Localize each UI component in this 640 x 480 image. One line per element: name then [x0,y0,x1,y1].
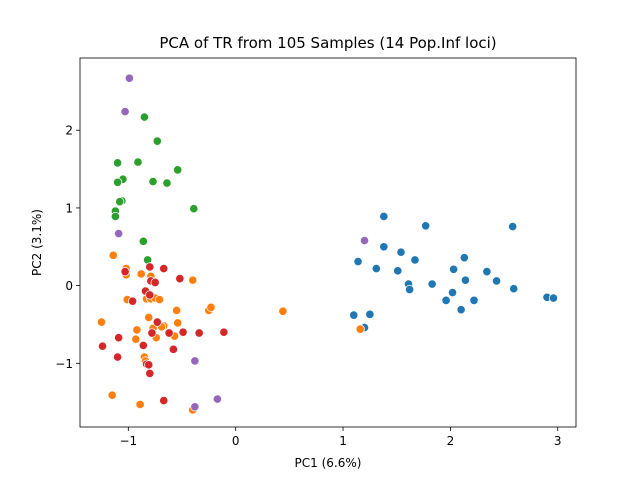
scatter-point [173,165,183,175]
axis-ticks: −1 0 1 2 3 −1 0 1 2 [55,124,561,448]
series-3 [110,112,199,265]
scatter-point [131,334,141,344]
scatter-point [114,228,124,239]
scatter-point [128,296,138,306]
scatter-point [164,328,174,338]
scatter-point [359,235,370,246]
plot-frame [79,57,577,428]
scatter-point [135,399,145,410]
scatter-point [172,305,182,316]
scatter-point [178,327,188,337]
scatter-point [405,284,415,295]
scatter-point [108,250,118,260]
x-tick-label: 2 [447,434,455,448]
scatter-point [379,242,389,252]
scatter-point [120,107,130,117]
x-tick-label: 1 [339,434,347,448]
scatter-point [145,262,155,272]
data-points [96,73,559,415]
scatter-point [150,277,160,288]
scatter-point [190,356,200,366]
scatter-point [175,274,185,284]
scatter-point [96,317,107,327]
scatter-point [482,267,492,277]
scatter-point [138,236,148,246]
scatter-point [133,157,143,167]
scatter-point [509,284,519,294]
scatter-point [144,312,154,323]
scatter-point [114,333,124,343]
y-tick-label: 2 [65,124,73,138]
scatter-point [136,269,146,279]
series-4 [97,262,229,406]
scatter-point [379,211,389,222]
scatter-point [145,290,155,300]
scatter-point [173,318,183,328]
scatter-point [219,327,229,337]
scatter-point [460,275,470,285]
scatter-point [396,247,406,257]
scatter-point [139,112,149,122]
scatter-point [162,178,172,188]
scatter-point [152,317,162,327]
scatter-point [168,344,178,354]
scatter-point [159,396,169,406]
scatter-point [212,394,222,404]
scatter-point [508,221,518,232]
scatter-point [278,306,288,316]
scatter-point [152,136,162,146]
scatter-point [421,221,431,231]
scatter-point [447,288,458,298]
scatter-point [147,328,157,338]
scatter-point [469,295,479,305]
scatter-point [427,279,437,289]
scatter-point [132,325,142,335]
scatter-point [371,263,381,274]
scatter-point [393,266,403,276]
x-tick-label: 3 [554,434,562,448]
scatter-point [190,402,200,412]
scatter-point [154,295,165,305]
y-tick-label: 1 [65,201,73,215]
scatter-point [491,276,502,286]
y-tick-label: 0 [65,279,73,293]
scatter-point [124,73,134,83]
x-tick-label: −1 [119,434,137,448]
y-axis-label: PC2 (3.1%) [30,209,44,276]
scatter-point [353,256,363,267]
scatter-point [138,340,148,351]
scatter-point [349,310,359,320]
scatter-point [97,341,108,351]
scatter-point [449,264,459,274]
scatter-point [188,275,198,285]
scatter-point [441,295,451,305]
scatter-point [206,302,216,312]
scatter-point [110,211,121,222]
scatter-point [355,324,365,334]
scatter-point [145,368,155,378]
chart-title: PCA of TR from 105 Samples (14 Pop.Inf l… [159,34,496,52]
x-tick-label: 0 [232,434,240,448]
scatter-point [113,158,123,168]
scatter-point [189,204,199,214]
scatter-point [148,176,158,187]
scatter-point [113,177,123,187]
scatter-point [120,267,130,277]
scatter-point [456,305,466,315]
scatter-point [459,253,469,263]
scatter-point [410,255,420,265]
scatter-point [113,352,123,362]
x-axis-label: PC1 (6.6%) [295,456,362,470]
scatter-point [107,390,117,400]
series-5 [114,73,370,412]
scatter-point [159,263,169,274]
scatter-point [365,309,375,319]
scatter-point [194,328,204,338]
scatter-point [144,360,154,370]
y-tick-label: −1 [55,357,73,371]
scatter-point [115,197,125,207]
scatter-point [548,293,559,303]
